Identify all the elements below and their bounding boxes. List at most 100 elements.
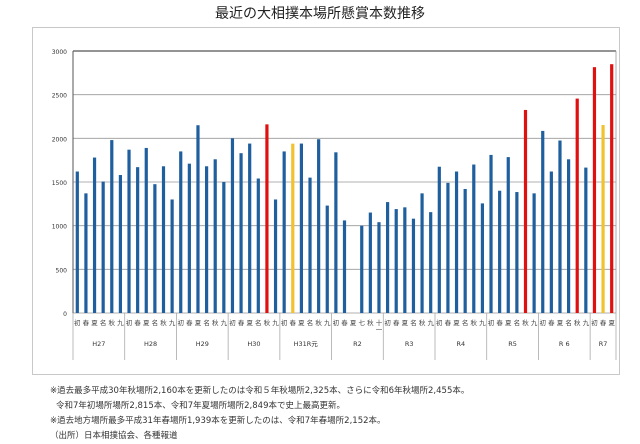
x-tick-label: 名 [203,318,210,327]
bar [377,222,381,313]
x-tick-label: 初 [539,318,546,327]
x-tick-label: 初 [333,318,340,327]
x-tick-label: 九 [427,318,434,327]
bar [541,130,545,313]
bar [325,205,329,313]
chart-frame [32,27,620,375]
group-label: H27 [92,340,105,348]
bar [592,67,597,313]
bar [187,163,191,313]
bar [196,125,200,313]
x-tick-label: 秋 [109,318,116,327]
bar [118,175,123,313]
x-tick-label: 一 [376,326,383,334]
x-tick-label: 春 [290,318,297,327]
bar [515,192,519,313]
bar [153,184,157,313]
bar [403,207,407,313]
bar [446,182,450,313]
bar [265,124,269,313]
bar [463,188,467,313]
y-tick-label: 1500 [52,180,67,187]
bar [523,109,528,313]
x-tick-label: 夏 [143,319,150,327]
x-tick-label: 名 [100,318,107,327]
x-tick-label: 名 [410,318,417,327]
x-tick-label: 秋 [264,318,271,327]
group-label: H30 [247,340,260,348]
note-1: ※過去最多平成30年秋場所2,160本を更新したのは令和５年秋場所2,325本、… [50,386,470,396]
note-2: 令和7年初場所場所2,815本、令和7年夏場所場所2,849本で史上最高更新。 [56,401,345,411]
note-3: ※過去地方場所最多平成31年春場所1,939本を更新したのは、令和7年春場所2,… [50,416,386,426]
chart-title: 最近の大相撲本場所懸賞本数推移 [215,6,425,22]
x-tick-label: 夏 [453,319,460,327]
x-tick-label: 夏 [402,319,409,327]
bar [360,225,364,313]
group-label: R5 [508,340,517,348]
x-tick-label: 九 [221,318,228,327]
group-label: H28 [144,340,157,348]
x-tick-label: 夏 [557,319,564,327]
bar [84,193,88,313]
x-tick-label: 秋 [574,318,581,327]
x-tick-label: 九 [583,318,590,327]
bar [368,212,372,313]
x-tick-label: 初 [229,318,236,327]
x-tick-label: 夏 [350,319,357,327]
bar [532,193,536,313]
bar [566,159,571,313]
y-tick-label: 2500 [52,93,67,100]
bar [282,151,286,313]
x-tick-label: 夏 [505,319,512,327]
x-tick-label: 初 [74,318,81,327]
group-label: R 6 [559,340,570,348]
x-tick-label: 夏 [91,319,98,327]
bar [575,98,579,313]
bar [489,154,493,313]
x-tick-label: 春 [393,318,400,327]
x-tick-label: 七 [358,318,365,327]
group-label: R3 [405,340,414,348]
x-tick-label: 春 [238,318,245,327]
bar [161,166,166,313]
x-tick-label: 九 [169,318,176,327]
x-tick-label: 春 [445,318,452,327]
group-label: R7 [599,340,608,348]
x-tick-label: 春 [496,318,503,327]
bar [394,209,398,313]
x-tick-label: 秋 [212,318,219,327]
bar [273,199,278,313]
x-tick-label: 春 [341,318,348,327]
bar [480,203,485,313]
x-tick-label: 九 [531,318,538,327]
bar [437,166,441,313]
bar [584,167,588,313]
bar [317,139,321,313]
bar [610,64,614,313]
x-tick-label: 九 [272,318,279,327]
bar [299,143,304,313]
x-tick-label: 初 [488,318,495,327]
bar [144,147,148,313]
bar [291,143,295,313]
bar [204,166,209,313]
x-tick-label: 春 [186,318,193,327]
x-tick-label: 名 [462,318,469,327]
x-tick-label: 夏 [298,319,305,327]
x-tick-label: 春 [83,318,90,327]
x-tick-label: 十 [376,318,383,327]
group-label: H29 [196,340,209,348]
bar [239,153,243,313]
bar [454,171,459,313]
bar [170,199,174,313]
y-tick-label: 0 [63,311,67,318]
bar [411,218,416,313]
x-tick-label: 名 [152,318,159,327]
x-tick-label: 春 [548,318,555,327]
bar [472,164,476,313]
x-tick-label: 秋 [160,318,167,327]
y-tick-label: 1000 [52,224,67,231]
x-tick-label: 秋 [419,318,426,327]
bar [385,202,390,313]
